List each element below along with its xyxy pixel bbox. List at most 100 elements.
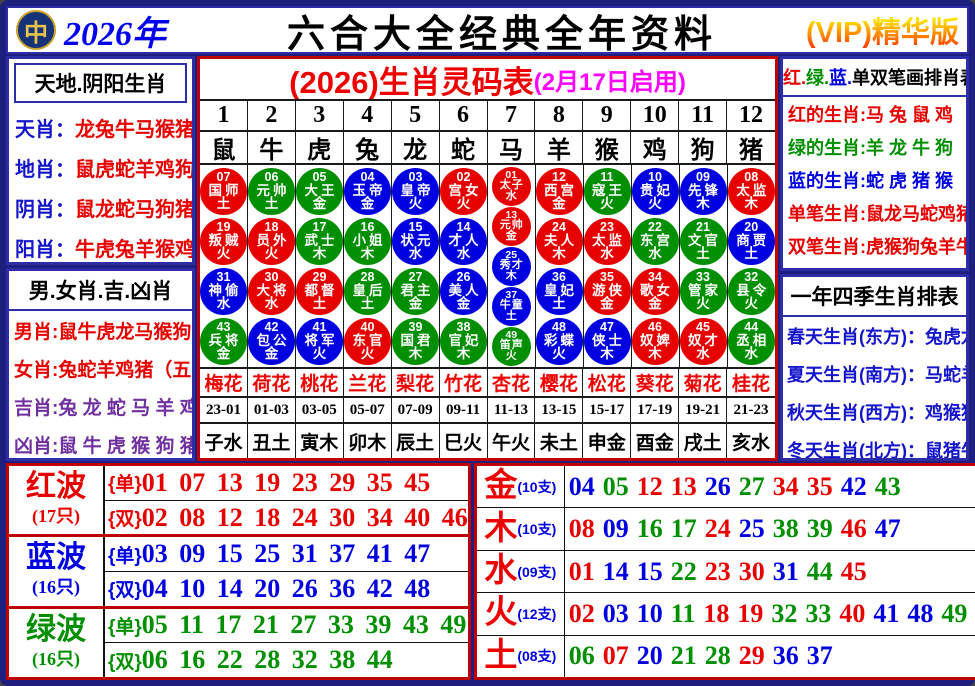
number-ball: 29 都督土 xyxy=(296,267,343,315)
ball-role: 元帅 xyxy=(256,182,290,198)
lottery-number: 02 xyxy=(568,598,595,628)
zodiac-animal: 猴 xyxy=(583,132,632,163)
number-ball: 41 将军火 xyxy=(296,317,343,365)
row-label: 地肖： xyxy=(15,158,75,181)
flower-name: 荷花 xyxy=(248,369,296,396)
ball-number: 19 xyxy=(216,219,231,234)
ball-number: 39 xyxy=(408,319,423,334)
time-range: 17-19 xyxy=(631,398,680,422)
row-value: 鼠龙蛇马狗猪 xyxy=(75,198,195,221)
bottom-section: 红波 (17只) {单} 01 07 13 19 23 29 35 45 {双} 02 0… xyxy=(6,463,975,680)
zodiac-animal: 马 xyxy=(488,132,536,163)
ball-element: 木 xyxy=(696,196,710,212)
ball-number: 26 xyxy=(456,269,471,284)
time-range: 11-13 xyxy=(488,398,536,422)
lottery-number: 21 xyxy=(670,641,697,671)
parity-tag: {双} xyxy=(108,651,142,673)
row-value: 兔蛇羊鸡猪（五宫 xyxy=(58,359,192,381)
ball-element: 金 xyxy=(600,296,614,312)
ball-element: 火 xyxy=(696,296,710,312)
wave-name: 绿波 xyxy=(26,612,86,646)
lottery-number: 18 xyxy=(703,598,730,628)
time-range-row: 23-01 01-03 03-05 05-07 07-09 09-11 11-13 13-15… xyxy=(200,396,775,422)
number-ball: 06 元帅土 xyxy=(248,167,295,215)
col-number: 7 xyxy=(488,101,536,130)
ball-element: 水 xyxy=(264,296,279,312)
wave-label: 蓝波 (16只) xyxy=(9,537,105,606)
column-number-row: 1 2 3 4 5 6 7 8 9 10 11 12 xyxy=(200,99,775,130)
lottery-number: 35 xyxy=(806,471,833,501)
number-ball: 44 丞相水 xyxy=(727,317,775,365)
element-label: 金 (10支) xyxy=(477,466,565,508)
ball-role: 皇帝 xyxy=(400,182,434,198)
zodiac-category-row: 男肖: 鼠牛虎龙马猴狗 xyxy=(9,311,192,349)
number-ball: 35 游侠金 xyxy=(583,267,631,315)
ball-number: 13 xyxy=(505,208,518,221)
ball-element: 金 xyxy=(648,296,662,312)
ball-element: 木 xyxy=(408,346,423,362)
ball-role: 夫人 xyxy=(544,232,577,248)
ball-role: 美人 xyxy=(448,282,482,298)
earthly-branch: 亥水 xyxy=(732,432,771,454)
number-ball: 11 寇王火 xyxy=(583,167,631,215)
col-number: 4 xyxy=(344,101,392,130)
ball-role: 叛贼 xyxy=(208,232,242,248)
lottery-number: 06 xyxy=(568,641,595,671)
number-ball: 23 太监水 xyxy=(583,217,631,265)
lottery-number: 49 xyxy=(941,598,968,628)
wave-label: 绿波 (16只) xyxy=(9,608,105,677)
ball-number: 04 xyxy=(360,169,375,184)
earthly-branch: 丑土 xyxy=(248,424,296,458)
ball-role: 彩蝶 xyxy=(544,332,577,348)
ball-number: 08 xyxy=(744,169,759,184)
ball-role: 官妃 xyxy=(448,332,482,348)
ball-element: 木 xyxy=(312,246,327,262)
ball-element: 木 xyxy=(600,346,614,362)
ball-number: 27 xyxy=(408,269,423,284)
zodiac-category-row: 地肖： 鼠虎蛇羊鸡狗 xyxy=(9,147,192,187)
ball-element: 土 xyxy=(744,246,759,262)
flower-name: 兰花 xyxy=(344,369,392,396)
wave-group: 蓝波 (16只) {单} 03 09 15 25 31 37 41 47 {双} 04 1… xyxy=(9,537,468,609)
circle-column: 12 西宫金 24 夫人木 36 皇妃土 48 彩蝶火 xyxy=(535,165,584,367)
ball-number: 23 xyxy=(600,219,614,234)
time-range: 03-05 xyxy=(296,398,344,422)
time-range: 21-23 xyxy=(733,401,769,418)
lottery-number: 48 xyxy=(907,598,934,628)
row-value: 鼠牛虎龙马猴狗 xyxy=(58,321,192,343)
color-zodiac-row: 单笔生肖: 鼠龙马蛇鸡猪 xyxy=(783,196,966,229)
ball-role: 商贾 xyxy=(736,232,770,248)
flower-name: 松花 xyxy=(583,369,632,396)
col-number: 1 xyxy=(200,101,248,130)
element-name: 金 xyxy=(484,468,518,505)
number-ball: 22 东宫水 xyxy=(631,217,679,265)
zodiac-category-row: 阳肖： 牛虎兔羊猴鸡 xyxy=(9,227,192,262)
number-ball: 30 大将水 xyxy=(248,267,295,315)
lottery-number: 24 xyxy=(704,514,731,544)
ball-number: 09 xyxy=(696,169,710,184)
wave-count: (16只) xyxy=(32,577,80,598)
earthly-branch: 卯木 xyxy=(344,424,392,458)
number-ball: 26 美人金 xyxy=(440,267,487,315)
row-value: 鼠 牛 虎 猴 狗 猪 xyxy=(58,435,195,457)
wave-number-row: {单} 03 09 15 25 31 37 41 47 xyxy=(105,537,468,572)
time-range: 07-09 xyxy=(392,398,440,422)
wave-rows: {单} 05 11 17 21 27 33 39 43 49 {双} 06 16 22… xyxy=(105,609,468,677)
number-ball: 33 管家火 xyxy=(679,267,727,315)
earthly-branch: 申金 xyxy=(583,424,632,458)
lottery-number: 09 xyxy=(602,514,629,544)
ball-role: 县令 xyxy=(736,282,770,298)
lottery-number: 14 xyxy=(602,556,629,586)
lottery-number: 30 xyxy=(738,556,765,586)
flower-name: 桃花 xyxy=(296,369,344,396)
row-label: 天肖： xyxy=(15,118,75,141)
wave-numbers: 06 16 22 28 32 38 44 xyxy=(141,645,393,675)
ball-element: 火 xyxy=(264,246,279,262)
lottery-number: 31 xyxy=(772,556,799,586)
ball-role: 神偷 xyxy=(208,282,242,298)
color-zodiac-row: 蓝的生肖: 蛇 虎 猪 猴 xyxy=(783,163,966,196)
element-label: 水 (09支) xyxy=(477,550,565,593)
lottery-number: 47 xyxy=(874,514,901,544)
five-elements-table: 金 (10支) 04 05 12 13 26 27 34 35 42 43 木 (10支) 08 09 16 17… xyxy=(473,463,975,680)
ball-element: 金 xyxy=(216,346,231,362)
